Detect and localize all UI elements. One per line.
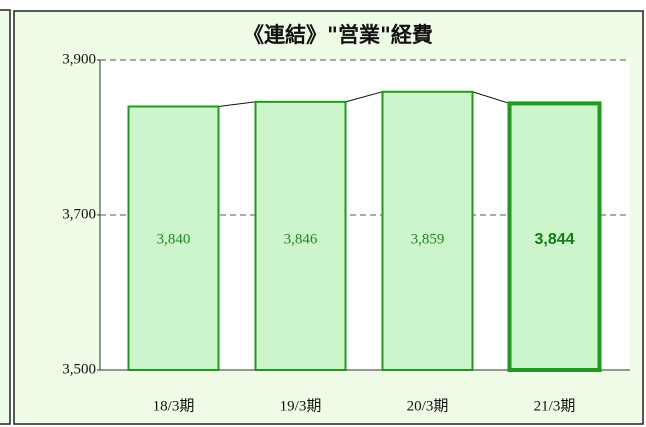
value-label: 3,859 <box>411 231 445 247</box>
y-tick-label: 3,500 <box>62 361 96 377</box>
neighbor-panel <box>0 9 11 425</box>
value-label: 3,846 <box>284 231 318 247</box>
chart-title: 《連結》"営業"経費 <box>243 23 433 47</box>
bar <box>381 90 474 372</box>
y-tick-label: 3,900 <box>62 51 96 67</box>
connector <box>345 91 383 103</box>
connector <box>472 91 510 104</box>
y-tick-label: 3,700 <box>62 206 96 222</box>
x-tick-label: 21/3期 <box>534 397 576 414</box>
value-label: 3,844 <box>534 231 574 248</box>
connector <box>218 101 256 107</box>
x-tick-label: 20/3期 <box>407 397 449 414</box>
value-label: 3,840 <box>157 231 191 247</box>
x-tick-label: 18/3期 <box>153 397 195 414</box>
x-tick-label: 19/3期 <box>280 397 322 414</box>
bar <box>254 100 347 371</box>
bar <box>127 105 220 371</box>
bar <box>507 101 602 373</box>
